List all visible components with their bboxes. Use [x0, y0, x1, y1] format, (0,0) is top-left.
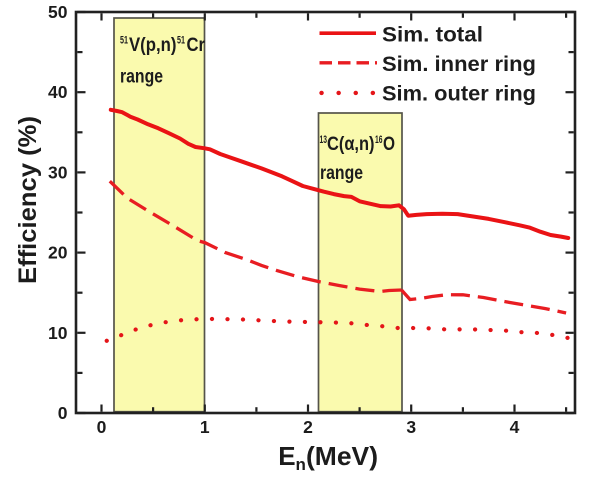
svg-text:40: 40 — [48, 82, 68, 102]
svg-text:1: 1 — [200, 417, 210, 437]
svg-text:n: n — [296, 455, 306, 474]
svg-text:E: E — [278, 441, 295, 471]
svg-text:C(α,n): C(α,n) — [327, 134, 375, 155]
svg-text:(MeV): (MeV) — [306, 441, 378, 471]
svg-text:Efficiency (%): Efficiency (%) — [14, 116, 42, 284]
svg-text:50: 50 — [48, 2, 68, 22]
svg-text:Sim. outer ring: Sim. outer ring — [382, 83, 536, 106]
svg-text:4: 4 — [510, 417, 520, 437]
svg-text:range: range — [120, 67, 163, 88]
svg-text:0: 0 — [97, 417, 107, 437]
svg-text:2: 2 — [303, 417, 313, 437]
svg-text:range: range — [320, 163, 363, 184]
svg-text:Cr: Cr — [187, 35, 206, 56]
svg-text:Sim. total: Sim. total — [382, 24, 483, 47]
svg-text:51: 51 — [120, 35, 128, 47]
svg-text:20: 20 — [48, 243, 68, 263]
svg-text:0: 0 — [58, 403, 68, 423]
svg-text:10: 10 — [48, 323, 68, 343]
svg-text:Sim. inner ring: Sim. inner ring — [382, 53, 536, 76]
svg-text:30: 30 — [48, 162, 68, 182]
svg-text:51: 51 — [177, 35, 185, 47]
svg-text:13: 13 — [320, 134, 328, 146]
svg-text:3: 3 — [406, 417, 416, 437]
svg-text:O: O — [383, 134, 395, 155]
svg-text:16: 16 — [375, 134, 383, 146]
svg-text:V(p,n): V(p,n) — [129, 35, 177, 56]
